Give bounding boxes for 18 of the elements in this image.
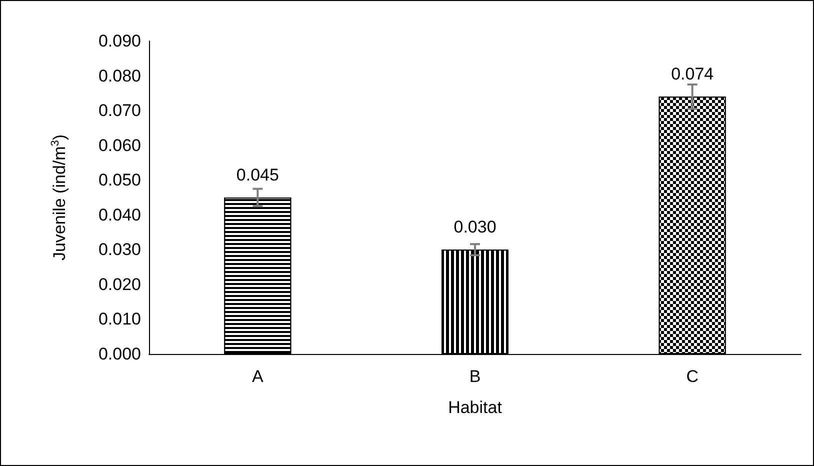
x-tick-label: B: [469, 367, 481, 386]
y-tick-label: 0.080: [98, 66, 141, 86]
y-tick-label: 0.010: [98, 310, 141, 329]
x-tick-label: C: [686, 367, 698, 386]
y-axis-title: Juvenile (ind/m3): [50, 134, 69, 261]
y-tick-label: 0.060: [98, 136, 141, 155]
x-tick-label: A: [252, 367, 264, 386]
y-tick-label: 0.040: [98, 205, 141, 224]
data-label: 0.030: [454, 218, 496, 237]
y-tick-label: 0.050: [98, 170, 141, 190]
data-label: 0.074: [671, 64, 714, 84]
x-axis-title: Habitat: [448, 398, 502, 417]
y-tick-label: 0.070: [98, 101, 141, 120]
y-tick-label: 0.000: [98, 344, 141, 364]
data-label: 0.045: [236, 166, 279, 184]
y-tick-label: 0.020: [98, 274, 141, 294]
y-tick-label: 0.030: [98, 240, 141, 260]
y-tick-label: 0.090: [98, 32, 141, 50]
